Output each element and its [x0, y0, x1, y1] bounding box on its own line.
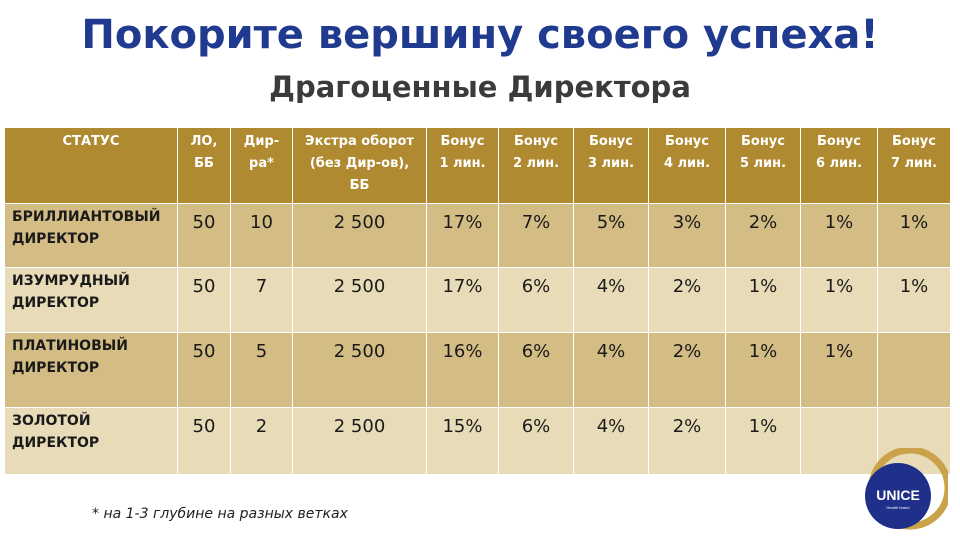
status-cell: ИЗУМРУДНЫЙ ДИРЕКТОР — [4, 267, 178, 333]
value-cell: 1% — [725, 332, 801, 408]
column-header: Бонус 6 лин. — [800, 127, 878, 204]
column-header: Дир-ра* — [230, 127, 293, 204]
column-header-line: 4 лин. — [663, 156, 711, 171]
value-cell: 2 500 — [292, 407, 427, 475]
status-label-line: ЗОЛОТОЙ — [12, 413, 91, 429]
value-cell: 7 — [230, 267, 293, 333]
column-header-line: Бонус — [816, 134, 861, 149]
value-cell: 50 — [177, 332, 231, 408]
value-cell: 4% — [573, 267, 649, 333]
column-header-line: Бонус — [891, 134, 936, 149]
status-label-line: ИЗУМРУДНЫЙ — [12, 273, 130, 289]
value-cell: 17% — [426, 203, 499, 268]
column-header: Бонус 1 лин. — [426, 127, 499, 204]
value-cell: 3% — [648, 203, 726, 268]
column-header-line: Дир- — [243, 134, 280, 149]
column-header-line: СТАТУС — [62, 134, 120, 149]
value-cell: 2% — [648, 267, 726, 333]
column-header-line: 3 лин. — [587, 156, 635, 171]
column-header-line: ББ — [194, 156, 214, 171]
value-cell: 6% — [498, 267, 574, 333]
value-cell — [800, 407, 878, 475]
director-status-table: СТАТУС ЛО, ББ Дир-ра* Экстра оборот (без Дир-… — [4, 127, 951, 475]
value-cell: 7% — [498, 203, 574, 268]
status-label-line: ДИРЕКТОР — [12, 295, 100, 311]
value-cell: 2 500 — [292, 267, 427, 333]
logo-circle — [865, 463, 931, 529]
value-cell: 1% — [725, 407, 801, 475]
column-header: Бонус 2 лин. — [498, 127, 574, 204]
column-header-line: ББ — [349, 178, 370, 193]
value-cell: 15% — [426, 407, 499, 475]
column-header-line: Бонус — [664, 134, 709, 149]
value-cell: 50 — [177, 203, 231, 268]
table-body: БРИЛЛИАНТОВЫЙ ДИРЕКТОР 50 10 2 500 17% 7% 5% 3% 2… — [4, 203, 951, 475]
column-header-line: Бонус — [740, 134, 785, 149]
value-cell: 1% — [800, 332, 878, 408]
status-label-line: БРИЛЛИАНТОВЫЙ — [12, 209, 161, 225]
value-cell: 1% — [877, 267, 951, 333]
value-cell: 2% — [725, 203, 801, 268]
column-header-line: Бонус — [513, 134, 558, 149]
column-header-line: 1 лин. — [439, 156, 486, 171]
value-cell: 1% — [877, 203, 951, 268]
value-cell: 2% — [648, 407, 726, 475]
table-header-row: СТАТУС ЛО, ББ Дир-ра* Экстра оборот (без Дир-… — [4, 127, 951, 204]
value-cell: 50 — [177, 407, 231, 475]
column-header-line: ра* — [249, 156, 274, 171]
column-header: СТАТУС — [4, 127, 178, 204]
table-row: ПЛАТИНОВЫЙ ДИРЕКТОР 50 5 2 500 16% 6% 4% 2% 1% 1% — [4, 332, 951, 408]
table-row: ИЗУМРУДНЫЙ ДИРЕКТОР 50 7 2 500 17% 6% 4% 2% 1% 1% 1… — [4, 267, 951, 333]
value-cell: 2 — [230, 407, 293, 475]
column-header-line: Экстра оборот — [305, 134, 414, 149]
unice-logo: UNICE Health brand — [865, 448, 948, 530]
value-cell: 5 — [230, 332, 293, 408]
value-cell: 1% — [725, 267, 801, 333]
logo-subtext: Health brand — [887, 505, 910, 510]
slide-subtitle: Драгоценные Директора — [269, 70, 691, 104]
table-row: БРИЛЛИАНТОВЫЙ ДИРЕКТОР 50 10 2 500 17% 7% 5% 3% 2… — [4, 203, 951, 268]
column-header: Бонус 4 лин. — [648, 127, 726, 204]
value-cell: 4% — [573, 332, 649, 408]
column-header: Бонус 5 лин. — [725, 127, 801, 204]
value-cell — [877, 332, 951, 408]
column-header-line: 5 лин. — [739, 156, 787, 171]
column-header: Бонус 3 лин. — [573, 127, 649, 204]
value-cell: 6% — [498, 407, 574, 475]
value-cell: 6% — [498, 332, 574, 408]
value-cell: 16% — [426, 332, 499, 408]
column-header-line: ЛО, — [190, 134, 218, 149]
column-header-line: 6 лин. — [815, 156, 863, 171]
value-cell: 2 500 — [292, 332, 427, 408]
column-header-line: Бонус — [588, 134, 633, 149]
status-label-line: ДИРЕКТОР — [12, 360, 100, 376]
column-header-line: Бонус — [440, 134, 485, 149]
column-header-line: 2 лин. — [512, 156, 560, 171]
status-cell: ЗОЛОТОЙ ДИРЕКТОР — [4, 407, 178, 475]
footnote: * на 1-3 глубине на разных ветках — [92, 506, 348, 522]
value-cell: 5% — [573, 203, 649, 268]
status-label-line: ДИРЕКТОР — [12, 435, 100, 451]
status-cell: ПЛАТИНОВЫЙ ДИРЕКТОР — [4, 332, 178, 408]
value-cell: 1% — [800, 203, 878, 268]
table-row: ЗОЛОТОЙ ДИРЕКТОР 50 2 2 500 15% 6% 4% 2% 1% — [4, 407, 951, 475]
logo-text: UNICE — [876, 487, 920, 503]
column-header: Бонус 7 лин. — [877, 127, 951, 204]
column-header: Экстра оборот (без Дир-ов), ББ — [292, 127, 427, 204]
status-label-line: ПЛАТИНОВЫЙ — [12, 338, 128, 354]
slide-title: Покорите вершину своего успеха! — [81, 12, 879, 58]
status-label-line: ДИРЕКТОР — [12, 231, 100, 247]
value-cell: 1% — [800, 267, 878, 333]
column-header-line: (без Дир-ов), — [309, 156, 410, 171]
value-cell: 4% — [573, 407, 649, 475]
value-cell: 50 — [177, 267, 231, 333]
column-header: ЛО, ББ — [177, 127, 231, 204]
value-cell: 2% — [648, 332, 726, 408]
value-cell: 10 — [230, 203, 293, 268]
column-header-line: 7 лин. — [890, 156, 938, 171]
status-cell: БРИЛЛИАНТОВЫЙ ДИРЕКТОР — [4, 203, 178, 268]
value-cell: 2 500 — [292, 203, 427, 268]
value-cell: 17% — [426, 267, 499, 333]
